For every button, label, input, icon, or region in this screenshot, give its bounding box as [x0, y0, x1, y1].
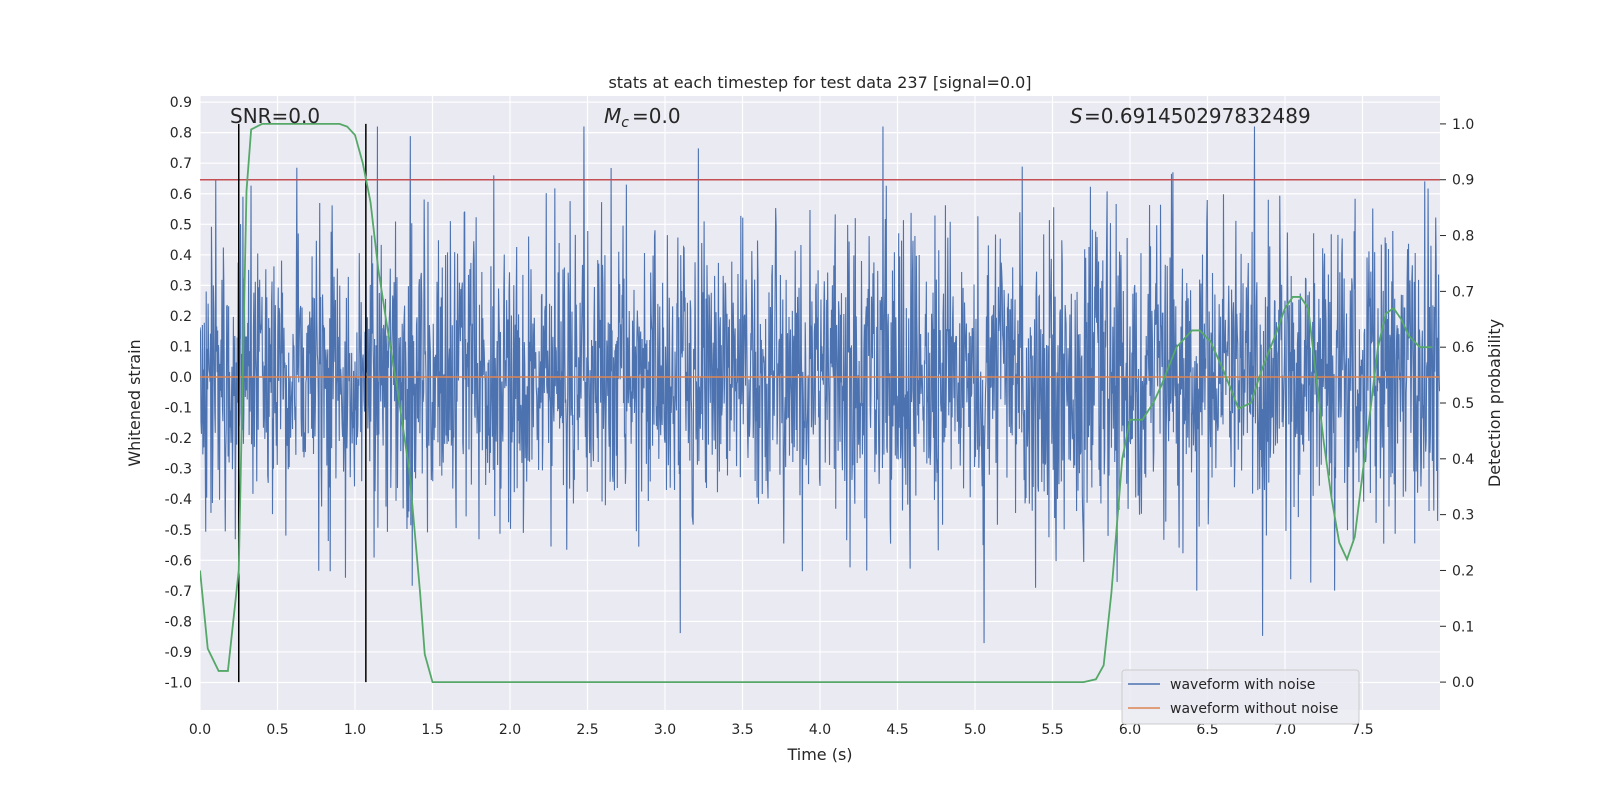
overlay-lines	[200, 123, 1440, 683]
y-tick-label: 0.5	[170, 217, 192, 233]
y-tick-label: 0.1	[170, 339, 192, 355]
x-tick-label: 2.5	[576, 722, 598, 738]
x-tick-label: 7.5	[1351, 722, 1373, 738]
y-tick-label: -0.9	[165, 645, 192, 661]
y2-tick-label: 0.0	[1452, 675, 1474, 691]
y-tick-label: -0.2	[165, 431, 192, 447]
y2-tick-label: 0.6	[1452, 340, 1474, 356]
y-tick-label: -0.8	[165, 614, 192, 630]
y-tick-label: -0.5	[165, 523, 192, 539]
y-tick-label: 0.0	[170, 370, 192, 386]
y-tick-label: -1.0	[165, 676, 192, 692]
y-axis-title: Whitened strain	[125, 339, 144, 466]
y-tick-label: 0.4	[170, 248, 192, 264]
x-tick-label: 6.5	[1196, 722, 1218, 738]
y-tick-label: 0.2	[170, 309, 192, 325]
s-annotation-symbol: S	[1070, 104, 1083, 128]
y2-tick-label: 0.8	[1452, 229, 1474, 245]
y-tick-label: -0.3	[165, 462, 192, 478]
y2-tick-label: 0.1	[1452, 619, 1474, 635]
y-tick-label: -0.6	[165, 553, 192, 569]
noise-series	[200, 126, 1440, 644]
probability-series-line	[200, 123, 1433, 683]
x-tick-label: 3.5	[731, 722, 753, 738]
y2-tick-label: 0.3	[1452, 508, 1474, 524]
y-tick-label: 0.8	[170, 126, 192, 142]
mc-annotation: =0.0	[632, 104, 681, 128]
x-tick-label: 6.0	[1119, 722, 1141, 738]
y-tick-label: -0.4	[165, 492, 192, 508]
y-tick-label: 0.9	[170, 95, 192, 111]
y2-axis-title: Detection probability	[1485, 319, 1504, 487]
s-annotation: =0.691450297832489	[1084, 104, 1311, 128]
x-tick-label: 5.0	[964, 722, 986, 738]
x-tick-label: 0.5	[266, 722, 288, 738]
legend: waveform with noise waveform without noi…	[1121, 669, 1360, 725]
y-tick-label: 0.3	[170, 278, 192, 294]
x-tick-label: 4.0	[809, 722, 831, 738]
y2-tick-label: 0.9	[1452, 173, 1474, 189]
y2-tick-label: 0.4	[1452, 452, 1474, 468]
chart-title: stats at each timestep for test data 237…	[608, 73, 1031, 92]
x-tick-label: 0.0	[189, 722, 211, 738]
ticks: 0.0 0.5 1.0 1.5 2.0 2.5 3.0 3.5 4.0 4.5 5.0 5.5 6.0 6…	[165, 95, 1475, 738]
y-tick-label: -0.1	[165, 401, 192, 417]
x-tick-label: 4.5	[886, 722, 908, 738]
y2-tick-label: 1.0	[1452, 117, 1474, 133]
y-tick-label: 0.6	[170, 187, 192, 203]
legend-box	[1121, 669, 1360, 725]
x-tick-label: 3.0	[654, 722, 676, 738]
y-tick-label: 0.7	[170, 156, 192, 172]
y2-tick-label: 0.5	[1452, 396, 1474, 412]
snr-annotation: SNR=0.0	[230, 104, 320, 128]
legend-label-clean: waveform without noise	[1170, 701, 1338, 717]
noise-series-line	[200, 126, 1440, 644]
x-tick-label: 7.0	[1274, 722, 1296, 738]
y-tick-label: -0.7	[165, 584, 192, 600]
legend-label-noise: waveform with noise	[1170, 677, 1315, 693]
x-axis-title: Time (s)	[786, 745, 852, 764]
y2-tick-label: 0.2	[1452, 563, 1474, 579]
x-tick-label: 1.5	[421, 722, 443, 738]
x-tick-label: 2.0	[499, 722, 521, 738]
x-tick-label: 1.0	[344, 722, 366, 738]
y2-tick-label: 0.7	[1452, 284, 1474, 300]
x-tick-label: 5.5	[1041, 722, 1063, 738]
